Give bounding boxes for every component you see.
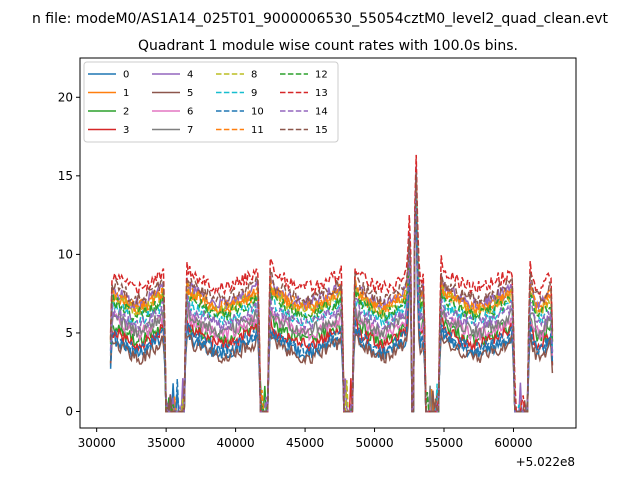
series-line-13 [109,154,554,413]
legend-label: 13 [315,88,328,99]
legend-label: 11 [251,125,264,136]
legend-label: 1 [123,88,129,99]
legend-label: 5 [187,88,193,99]
series-line-15 [109,172,554,413]
legend-label: 3 [123,125,129,136]
legend-label: 9 [251,88,257,99]
x-tick-label: 40000 [217,436,255,450]
legend-label: 6 [187,107,193,118]
x-tick-label: 30000 [78,436,116,450]
chart-title: Quadrant 1 module wise count rates with … [138,38,518,54]
legend-label: 2 [123,107,129,118]
x-tick-label: 35000 [147,436,185,450]
series-line-4 [109,166,554,413]
x-tick-label: 55000 [425,436,463,450]
legend-label: 8 [251,70,257,81]
series-line-14 [109,190,554,413]
legend-label: 4 [187,70,193,81]
y-tick-label: 15 [58,169,73,183]
legend-label: 0 [123,70,129,81]
chart-suptitle: n file: modeM0/AS1A14_025T01_9000006530_… [32,11,609,27]
series-lines [109,154,554,413]
y-tick-label: 0 [65,405,73,419]
x-axis: 30000 35000 40000 45000 50000 55000 60000 [78,428,533,450]
x-offset-label: +5.022e8 [516,455,575,469]
x-tick-label: 60000 [494,436,532,450]
y-tick-label: 10 [58,247,73,261]
plot-frame [79,57,577,429]
legend-label: 7 [187,125,193,136]
x-tick-label: 50000 [355,436,393,450]
legend-box [83,61,339,143]
legend-label: 14 [315,107,328,118]
y-tick-label: 20 [58,90,73,104]
legend-label: 12 [315,70,328,81]
legend-label: 10 [251,107,264,118]
y-tick-label: 5 [65,326,73,340]
legend-label: 15 [315,125,328,136]
series-line-11 [109,187,554,413]
x-tick-label: 45000 [286,436,324,450]
y-axis: 0 5 10 15 20 [58,90,80,419]
